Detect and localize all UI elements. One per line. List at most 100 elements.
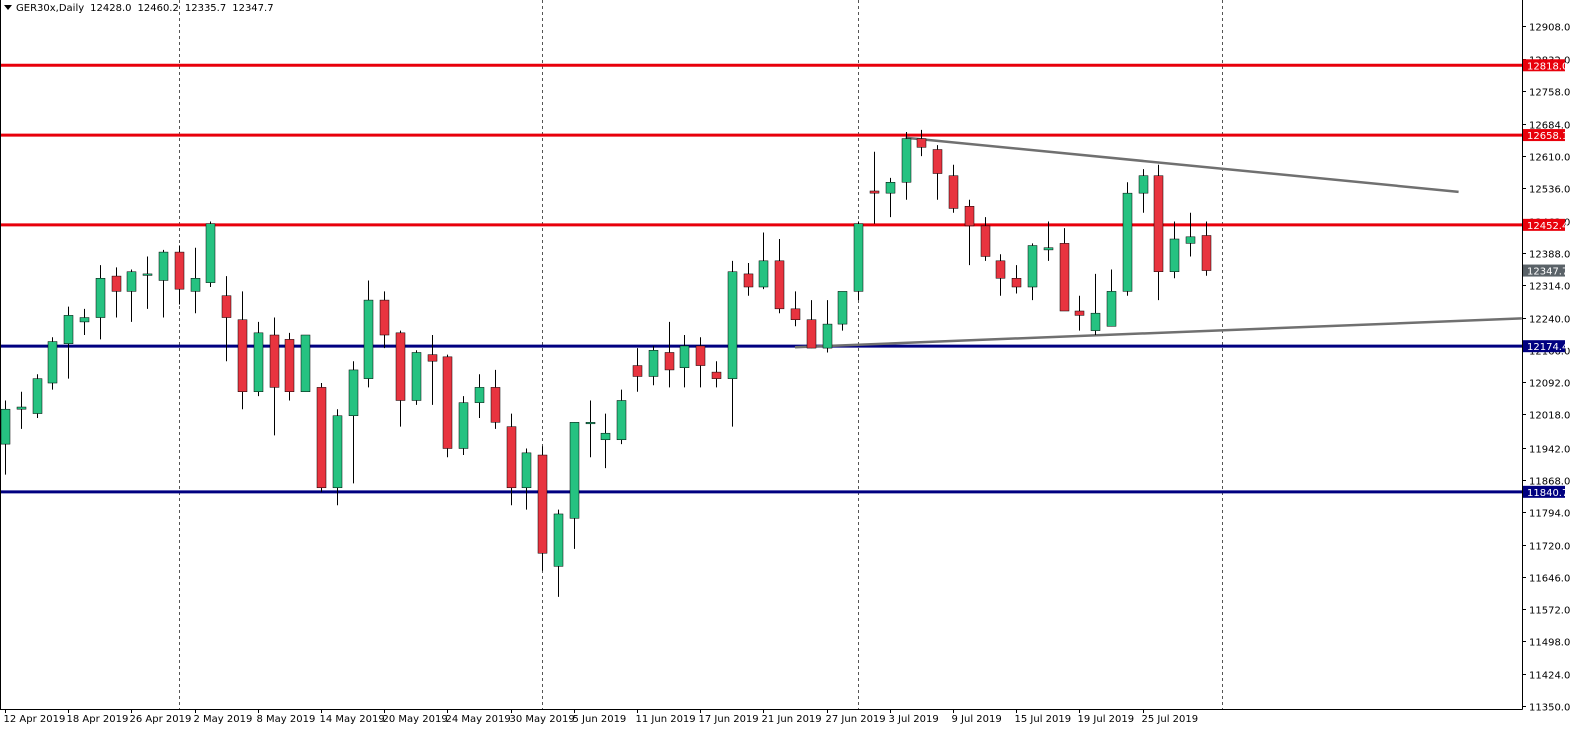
candle-body: [32, 378, 43, 414]
symbol-header: GER30x,Daily 12428.0 12460.2 12335.7 12347.7: [4, 3, 280, 14]
price-tick-label: 11794.0: [1529, 509, 1570, 520]
bearish-candle: [237, 291, 248, 410]
bearish-candle: [1059, 228, 1070, 312]
trendline[interactable]: [905, 136, 1459, 194]
bearish-candle: [490, 369, 501, 429]
price-tick-label: 12388.0: [1529, 250, 1570, 261]
bearish-candle: [221, 276, 232, 362]
resistance-price-tag-label: 12452.4: [1527, 221, 1568, 232]
ohlc-high: 12460.2: [137, 3, 179, 14]
candle-body: [316, 387, 327, 489]
resistance-price-tag-label: 12818.0: [1527, 61, 1568, 72]
bearish-candle: [1201, 221, 1212, 276]
candle-body: [490, 387, 501, 423]
time-tick-label: 14 May 2019: [320, 714, 385, 725]
bullish-candle: [142, 256, 153, 309]
bearish-candle: [664, 321, 675, 388]
candle-body: [1153, 175, 1164, 272]
time-tick-label: 11 Jun 2019: [636, 714, 696, 725]
time-tick-label: 2 May 2019: [194, 714, 253, 725]
bearish-candle: [980, 217, 991, 261]
bearish-candle: [695, 337, 706, 388]
candle-body: [474, 387, 485, 403]
bearish-candle: [995, 254, 1006, 296]
candle-body: [1106, 291, 1117, 327]
candle-body: [269, 334, 280, 388]
time-tick-label: 3 Jul 2019: [889, 714, 939, 725]
time-tick-label: 18 Apr 2019: [67, 714, 129, 725]
candle-body: [126, 271, 137, 292]
candle-body: [506, 426, 517, 489]
bearish-candle: [379, 291, 390, 349]
candle-body: [379, 299, 390, 336]
bearish-candle: [743, 262, 754, 296]
candle-body: [869, 190, 880, 194]
plot-frame: [0, 0, 1523, 710]
candle-body: [1201, 235, 1212, 271]
price-tick-label: 12684.0: [1529, 121, 1570, 132]
bearish-candle: [537, 446, 548, 571]
bearish-candle: [711, 361, 722, 388]
bearish-candle: [395, 330, 406, 427]
candle-body: [16, 406, 27, 410]
bullish-candle: [885, 177, 896, 218]
candle-body: [711, 371, 722, 379]
price-tick-label: 11350.0: [1529, 703, 1570, 714]
bullish-candle: [458, 396, 469, 456]
bullish-candle: [853, 221, 864, 301]
bullish-candle: [1138, 169, 1149, 213]
candle-body: [111, 275, 122, 292]
candle-body: [458, 402, 469, 449]
candle-body: [790, 308, 801, 320]
time-tick-label: 15 Jul 2019: [1015, 714, 1072, 725]
bullish-candle: [1169, 221, 1180, 279]
candle-body: [743, 273, 754, 288]
candle-body: [600, 432, 611, 441]
bullish-candle: [32, 374, 43, 418]
bullish-candle: [47, 337, 58, 390]
price-tick-label: 12240.0: [1529, 315, 1570, 326]
bullish-candle: [648, 345, 659, 386]
bearish-candle: [774, 238, 785, 314]
candle-body: [411, 352, 422, 401]
trendline[interactable]: [794, 317, 1522, 349]
bearish-candle: [869, 151, 880, 224]
price-tick-label: 12610.0: [1529, 153, 1570, 164]
support-price-tag-box: [1523, 340, 1565, 353]
candle-body: [837, 291, 848, 325]
period-separators: [179, 0, 1223, 709]
time-tick-label: 26 Apr 2019: [130, 714, 192, 725]
resistance-price-tag-box: [1523, 129, 1565, 142]
candle-body: [964, 206, 975, 227]
bullish-candle: [79, 308, 90, 336]
bullish-candle: [95, 265, 106, 340]
resistance-price-tag-box: [1523, 218, 1565, 231]
bearish-candle: [1074, 295, 1085, 331]
support-price-tag-label: 12174.4: [1527, 342, 1568, 353]
bullish-candle: [585, 400, 596, 458]
price-tick-label: 12092.0: [1529, 379, 1570, 390]
candle-body: [632, 365, 643, 377]
price-tick-label: 11424.0: [1529, 671, 1570, 682]
candle-body: [47, 341, 58, 384]
dropdown-triangle-icon[interactable]: [4, 5, 12, 10]
candle-body: [1090, 312, 1101, 331]
trendlines: [794, 136, 1522, 349]
candle-body: [758, 260, 769, 288]
bullish-candle: [190, 247, 201, 314]
current-price-tag-box: [1523, 264, 1565, 277]
symbol-name: GER30x,Daily: [16, 3, 85, 14]
candle-body: [0, 408, 11, 445]
price-tick-label: 12536.0: [1529, 185, 1570, 196]
time-tick-label: 5 Jun 2019: [573, 714, 627, 725]
candle-body: [363, 299, 374, 379]
price-tick-label: 11498.0: [1529, 638, 1570, 649]
bullish-candle: [253, 321, 264, 397]
candles: [0, 129, 1212, 597]
time-axis: 12 Apr 2019 18 Apr 2019 26 Apr 2019 2 May 2…: [4, 709, 1198, 725]
bullish-candle: [16, 391, 27, 429]
candle-body: [664, 352, 675, 371]
bullish-candle: [727, 260, 738, 427]
support-price-tag-label: 11840.7: [1527, 488, 1568, 499]
